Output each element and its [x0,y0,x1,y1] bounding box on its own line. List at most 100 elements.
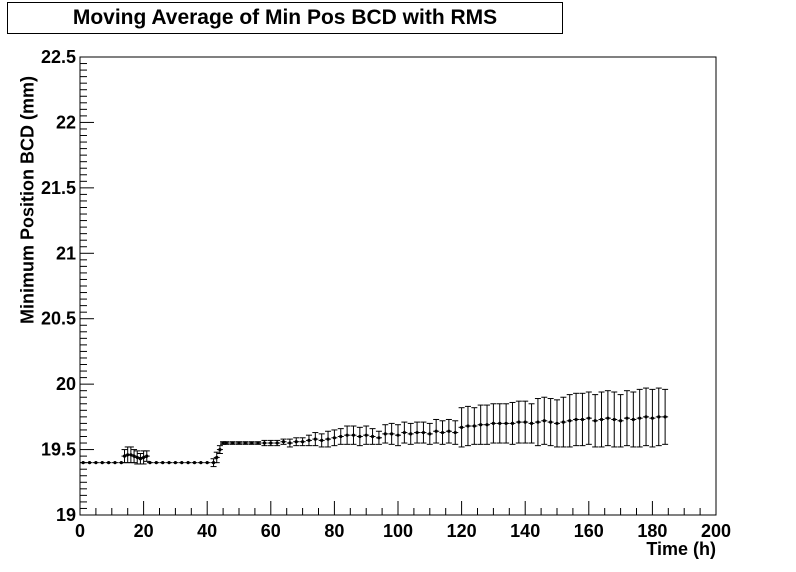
y-tick-label: 19.5 [41,440,76,460]
data-point [218,447,222,452]
data-point [619,419,623,423]
data-point [186,461,190,465]
data-point [587,416,591,420]
data-point [542,419,546,423]
data-point [269,441,273,445]
x-tick-label: 0 [75,521,85,541]
y-tick-label: 22 [56,112,76,132]
y-tick-label: 21.5 [41,178,76,198]
x-tick-label: 20 [134,521,154,541]
data-point [638,416,642,420]
x-tick-label: 60 [261,521,281,541]
data-point [536,420,540,424]
y-axis-label: Minimum Position BCD (mm) [17,76,38,324]
data-point [663,415,667,419]
data-point [320,438,324,443]
data-point [281,440,286,444]
data-point [529,421,534,425]
chart-title: Moving Average of Min Pos BCD with RMS [72,6,498,29]
data-point [631,417,635,422]
data-point [383,432,387,436]
data-point [390,432,394,436]
data-point [421,430,426,435]
data-point [301,440,305,444]
data-point [100,461,104,465]
data-point [580,417,585,422]
data-point [491,421,495,425]
data-point [549,420,553,424]
data-point [231,441,235,445]
data-point [568,419,572,423]
data-point [434,429,438,433]
data-point [119,461,123,465]
data-point [396,433,400,437]
data-point [332,436,336,440]
data-point [440,430,445,435]
data-point [313,437,317,441]
chart-title-box: Moving Average of Min Pos BCD with RMS [7,2,563,34]
x-tick-label: 40 [197,521,217,541]
data-point [625,416,629,420]
data-point [453,430,457,435]
data-point [167,461,171,465]
data-point [192,461,197,465]
data-point [606,416,610,420]
data-point [574,417,578,422]
data-point [650,416,655,420]
data-point [351,433,356,437]
data-point [154,461,158,465]
data-point [81,461,85,465]
data-point [161,461,165,465]
data-point [644,415,648,419]
data-point [447,429,451,433]
data-point [523,420,527,424]
data-point [224,441,228,445]
data-point [358,434,362,439]
data-point [215,455,219,460]
data-point [237,441,241,445]
data-point [504,421,508,425]
data-point [262,441,267,445]
data-point [250,441,254,445]
data-point [113,461,117,465]
data-point [377,436,381,440]
data-point [135,455,139,460]
x-tick-label: 80 [324,521,344,541]
x-tick-label: 140 [510,521,540,541]
data-point [561,420,565,424]
data-point [307,438,311,443]
data-point [612,417,616,422]
x-axis-label: Time (h) [646,539,716,559]
data-point [275,441,279,445]
data-point [148,461,152,465]
data-point [243,441,247,445]
data-point [180,461,184,465]
data-point [364,433,368,437]
data-point [498,421,502,425]
data-point [593,419,597,423]
data-point [132,454,136,458]
data-point [326,437,330,441]
x-tick-label: 180 [637,521,667,541]
data-point [173,461,177,465]
data-point [370,434,375,439]
data-point [510,421,515,425]
data-point [221,441,225,445]
data-point [472,424,476,428]
data-point [129,453,133,457]
data-point [657,415,661,419]
x-tick-label: 160 [574,521,604,541]
data-point [87,461,92,465]
data-point [415,430,419,435]
data-point [555,421,559,425]
data-point [479,423,483,427]
data-point [485,423,489,427]
data-point [466,424,470,428]
data-point [402,430,406,435]
x-tick-label: 120 [447,521,477,541]
axes: 0 20 40 60 80 100 120 140 160 180 200 19 19.5 20 20.5 2… [41,47,731,541]
data-point [409,432,413,436]
data-point [205,461,209,465]
y-tick-label: 21 [56,243,76,263]
